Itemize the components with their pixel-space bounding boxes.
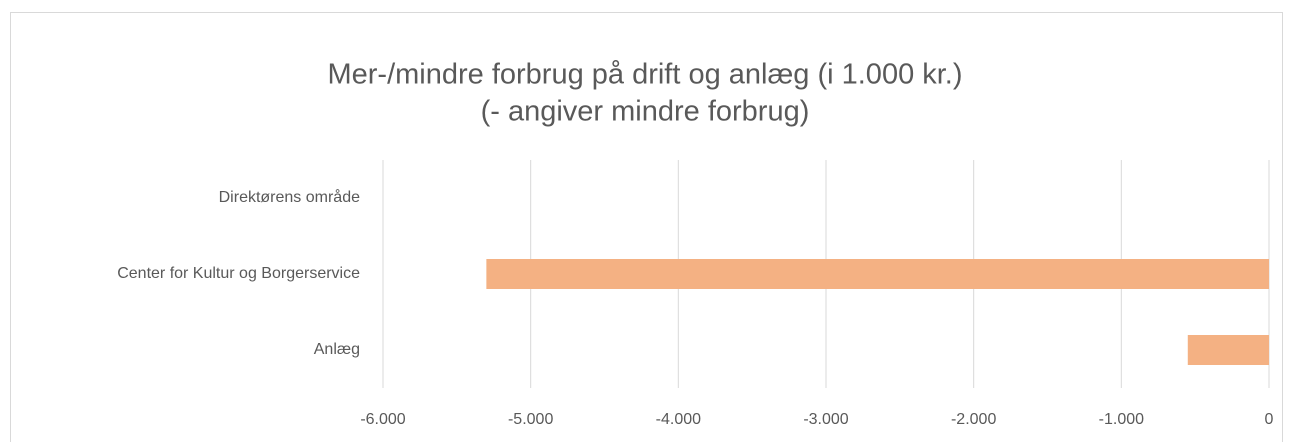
x-tick-label: -2.000	[951, 411, 996, 428]
y-tick-label: Center for Kultur og Borgerservice	[117, 265, 360, 282]
x-tick-label: -1.000	[1099, 411, 1144, 428]
x-tick-label: 0	[1265, 411, 1274, 428]
x-tick-label: -6.000	[360, 411, 405, 428]
x-tick-label: -5.000	[508, 411, 553, 428]
y-tick-label: Anlæg	[314, 341, 360, 358]
x-tick-label: -3.000	[803, 411, 848, 428]
chart-subtitle: (- angiver mindre forbrug)	[481, 96, 810, 128]
chart-frame	[10, 12, 1283, 442]
x-tick-label: -4.000	[656, 411, 701, 428]
chart-title: Mer-/mindre forbrug på drift og anlæg (i…	[327, 59, 962, 91]
bar	[486, 259, 1269, 289]
y-tick-label: Direktørens område	[219, 188, 360, 206]
bar	[1187, 335, 1269, 365]
